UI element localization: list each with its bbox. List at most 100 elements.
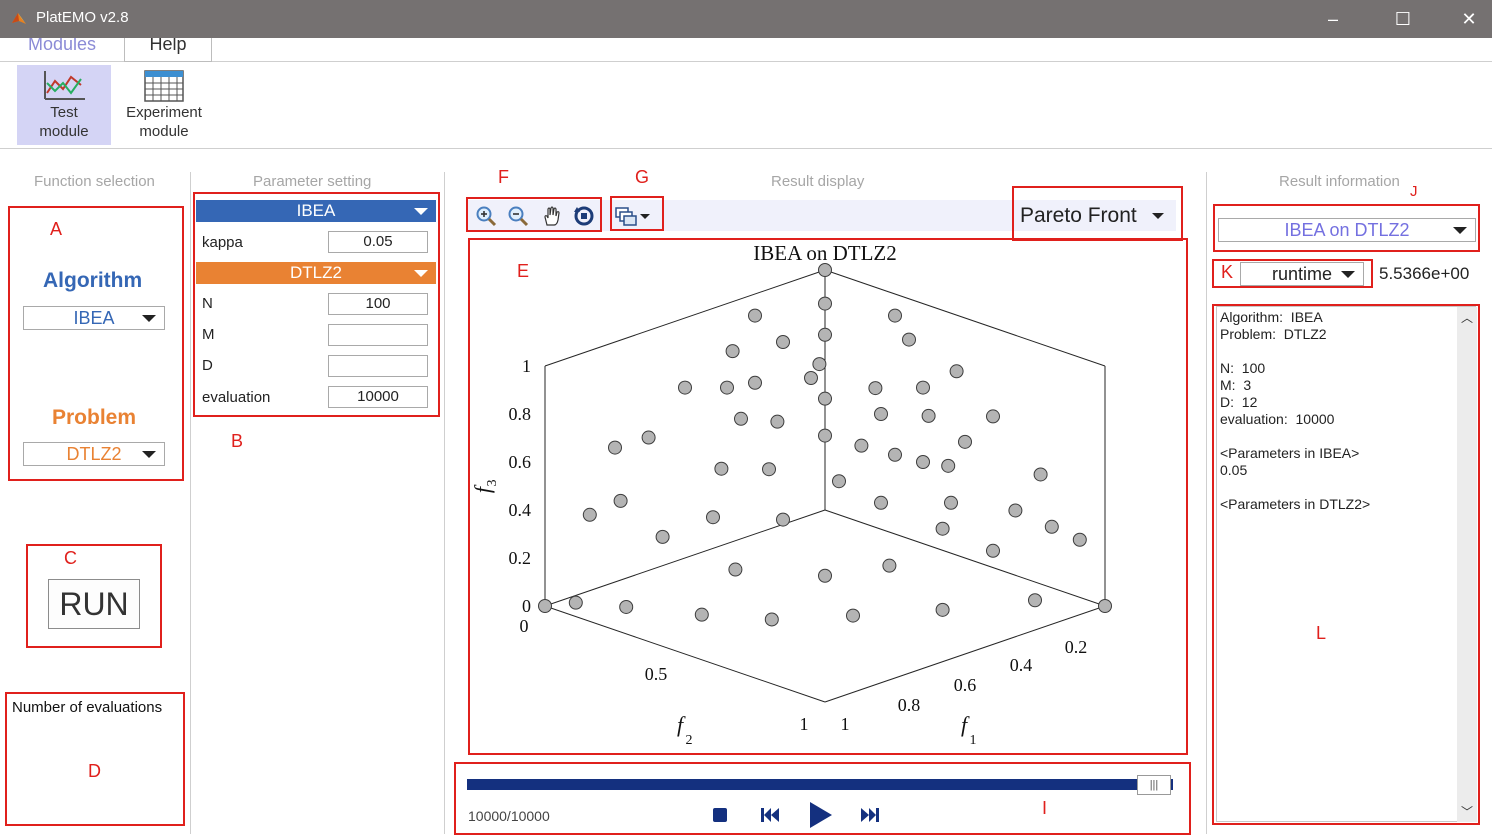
scatter-point <box>582 507 597 522</box>
annotation-label-a: A <box>50 219 63 239</box>
result-info-line: 0.05 <box>1220 462 1248 478</box>
plot-type-dropdown[interactable]: Pareto Front <box>1014 200 1174 231</box>
algorithm-parameter-name: IBEA <box>296 201 336 220</box>
param-input-d[interactable] <box>328 355 428 377</box>
pan-hand-icon[interactable] <box>540 204 564 228</box>
result-info-line: evaluation: 10000 <box>1220 411 1335 427</box>
maximize-button[interactable]: ☐ <box>1394 9 1412 29</box>
scatter-point <box>641 430 656 445</box>
scatter-point <box>921 408 936 423</box>
figure-options-icon[interactable] <box>614 204 652 228</box>
matlab-logo-icon <box>12 13 26 24</box>
zoom-in-icon[interactable] <box>474 204 498 228</box>
annotation-box-a <box>8 206 184 481</box>
scatter-point <box>1072 532 1087 547</box>
chevron-down-icon <box>1341 271 1355 278</box>
scroll-down-icon[interactable]: ﹀ <box>1460 805 1473 819</box>
param-label-d: D <box>202 357 213 374</box>
algorithm-dropdown[interactable]: IBEA <box>23 306 165 330</box>
annotation-box-f <box>466 197 602 232</box>
param-input-kappa[interactable]: 0.05 <box>328 231 428 253</box>
scatter-point <box>916 455 930 469</box>
result-selector-dropdown[interactable]: IBEA on DTLZ2 <box>1218 218 1476 242</box>
evaluations-label: Number of evaluations <box>12 699 163 716</box>
scatter-point <box>619 599 634 614</box>
f2-tick-label: 0.5 <box>645 664 668 684</box>
result-info-line: Algorithm: IBEA <box>1220 309 1323 325</box>
metric-dropdown[interactable]: runtime <box>1240 262 1364 286</box>
zoom-out-icon[interactable] <box>506 204 530 228</box>
tab-help[interactable]: Help <box>124 38 212 62</box>
scatter-point <box>944 495 958 510</box>
table-grid-icon <box>144 70 184 102</box>
chart-title: IBEA on DTLZ2 <box>753 241 896 265</box>
f1-tick-label: 0.6 <box>954 675 977 695</box>
test-module-button[interactable]: Test module <box>17 65 111 145</box>
param-input-n[interactable]: 100 <box>328 293 428 315</box>
result-info-line: <Parameters in IBEA> <box>1220 445 1360 461</box>
problem-parameter-header[interactable]: DTLZ2 <box>196 262 436 284</box>
scatter-point <box>902 332 916 347</box>
window-title: PlatEMO v2.8 <box>36 9 129 26</box>
scatter-point <box>1028 593 1042 608</box>
chevron-down-icon <box>1152 213 1164 219</box>
progress-slider-thumb[interactable]: ||| <box>1137 775 1171 795</box>
annotation-label-e: E <box>517 261 530 281</box>
annotation-box-e <box>468 238 1188 755</box>
test-module-label-2: module <box>39 123 89 140</box>
metric-result: 5.5366e+00 <box>1379 264 1470 283</box>
scatter-point <box>941 458 956 473</box>
scroll-up-icon[interactable]: ︿ <box>1460 311 1473 325</box>
param-label-n: N <box>202 295 213 312</box>
plot-type-value: Pareto Front <box>1020 204 1137 227</box>
annotation-box-l <box>1212 304 1480 825</box>
fast-forward-icon[interactable] <box>858 803 882 827</box>
pareto-front-plot[interactable]: IBEA on DTLZ2 0 0.2 0.4 0.6 0.8 1 0 0.5 1 0.2 0.4 0… <box>470 240 1186 753</box>
play-icon[interactable] <box>806 800 834 830</box>
experiment-module-button[interactable]: Experiment module <box>117 65 211 145</box>
info-scrollbar[interactable]: ︿ ﹀ <box>1457 307 1477 822</box>
chevron-down-icon <box>1453 227 1467 234</box>
minimize-button[interactable]: – <box>1327 9 1338 29</box>
param-input-m[interactable] <box>328 324 428 346</box>
scatter-point <box>764 612 779 627</box>
scatter-point <box>762 462 776 477</box>
scatter-point <box>748 308 762 323</box>
close-button[interactable]: ✕ <box>1461 9 1477 29</box>
scatter-point <box>804 371 818 385</box>
algorithm-parameter-header[interactable]: IBEA <box>196 200 436 222</box>
stop-icon[interactable] <box>712 803 728 827</box>
scatter-point <box>916 380 930 395</box>
tab-modules[interactable]: Modules <box>27 38 97 54</box>
scatter-point <box>694 607 709 622</box>
rotate-3d-icon[interactable] <box>572 204 596 228</box>
f2-axis-label: f <box>677 712 686 737</box>
param-label-evaluation: evaluation <box>202 389 271 406</box>
param-label-m: M <box>202 326 215 343</box>
param-input-evaluation[interactable]: 10000 <box>328 386 428 408</box>
problem-dropdown[interactable]: DTLZ2 <box>23 442 165 466</box>
metric-value: runtime <box>1271 264 1333 284</box>
evaluation-counter: 10000/10000 <box>468 808 550 824</box>
annotation-box-c <box>26 544 162 648</box>
axis-line <box>824 605 1106 703</box>
result-info-line: <Parameters in DTLZ2> <box>1220 496 1371 512</box>
problem-dropdown-value: DTLZ2 <box>66 444 122 464</box>
scatter-point <box>706 510 720 525</box>
axis-line <box>824 269 1106 367</box>
problem-heading: Problem <box>52 406 137 429</box>
progress-bar[interactable] <box>467 779 1173 790</box>
rewind-icon[interactable] <box>758 803 782 827</box>
f3-axis-subscript: 3 <box>485 480 500 487</box>
scatter-point <box>568 595 583 610</box>
panel-divider <box>190 172 191 834</box>
f1-tick-label: 1 <box>841 714 850 734</box>
f2-axis-subscript: 2 <box>686 733 693 748</box>
scatter-point <box>846 608 860 623</box>
annotation-box-d <box>5 692 185 826</box>
annotation-box-j <box>1213 204 1480 252</box>
scatter-points <box>538 263 1112 627</box>
run-button[interactable]: RUN <box>48 579 140 629</box>
